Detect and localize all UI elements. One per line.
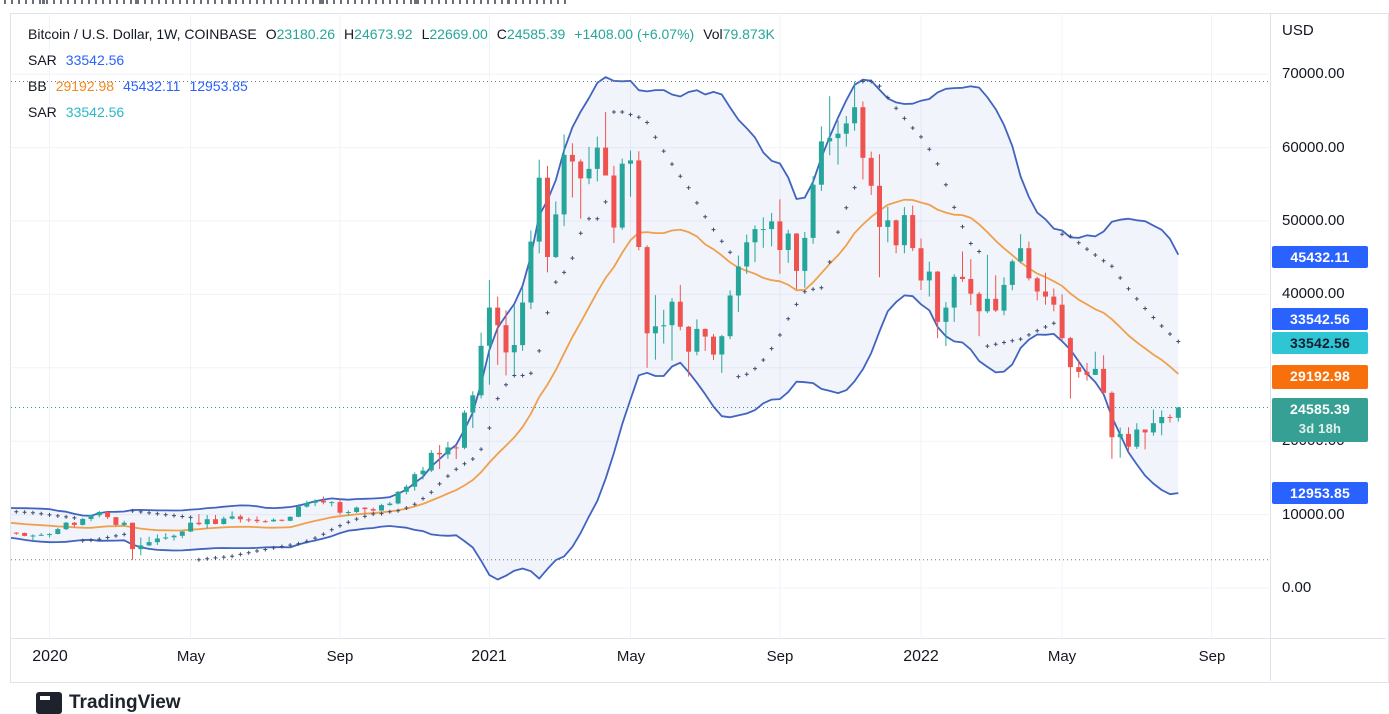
badge-value: 12953.85 [1290, 485, 1350, 501]
price-badge[interactable]: 33542.56 [1272, 332, 1368, 354]
badge-countdown: 3d 18h [1298, 421, 1342, 436]
price-tick-label: 70000.00 [1282, 65, 1345, 82]
price-badge[interactable]: 24585.39 3d 18h [1272, 398, 1368, 442]
time-axis-separator [11, 638, 1386, 639]
time-tick-label: Sep [1198, 648, 1226, 665]
price-tick-label: 60000.00 [1282, 139, 1345, 156]
indicator-name: SAR [28, 104, 57, 120]
time-tick-label: 2020 [32, 648, 68, 665]
time-tick-label: Sep [326, 648, 354, 665]
price-axis-separator [1270, 14, 1271, 681]
clipped-header-text [4, 0, 566, 4]
legend-text: 23180.26 [276, 26, 336, 42]
price-tick-label: 0.00 [1282, 579, 1312, 596]
indicator-value: 29192.98 [55, 78, 115, 94]
legend-text: 22669.00 [429, 26, 488, 42]
time-tick-label: Sep [766, 648, 794, 665]
legend-text: 79.873K [722, 26, 775, 42]
currency-label: USD [1282, 22, 1314, 39]
price-badge[interactable]: 12953.85 [1272, 482, 1368, 504]
indicator-value: 33542.56 [65, 52, 125, 68]
legend-text: Vol [703, 26, 723, 42]
chart-legend: Bitcoin / U.S. Dollar, 1W, COINBASE O2318… [28, 21, 775, 125]
price-tick-label: 10000.00 [1282, 506, 1345, 523]
indicator-name: SAR [28, 52, 57, 68]
indicator-name: BB [28, 78, 47, 94]
time-tick-label: 2022 [903, 648, 939, 665]
badge-value: 33542.56 [1290, 311, 1350, 327]
legend-text: C [496, 26, 507, 42]
tradingview-logo-text: TradingView [69, 692, 181, 713]
indicator-value: 12953.85 [189, 78, 248, 94]
time-tick-label: May [176, 648, 206, 665]
legend-text: 24673.92 [354, 26, 413, 42]
price-badge[interactable]: 29192.98 [1272, 365, 1368, 389]
tradingview-logo[interactable]: TradingView [36, 692, 181, 714]
legend-indicator-row[interactable]: BB 29192.98 45432.11 12953.85 [28, 73, 775, 99]
price-badge[interactable]: 33542.56 [1272, 308, 1368, 330]
indicator-value: 33542.56 [65, 104, 125, 120]
price-tick-label: 50000.00 [1282, 212, 1345, 229]
price-badge[interactable]: 45432.11 [1272, 246, 1368, 268]
legend-text: H [344, 26, 355, 42]
indicator-value: 45432.11 [123, 78, 181, 94]
time-tick-label: 2021 [471, 648, 507, 665]
legend-text: 24585.39 [506, 26, 566, 42]
time-tick-label: May [616, 648, 646, 665]
tradingview-logo-icon [36, 692, 62, 714]
badge-value: 33542.56 [1290, 335, 1350, 351]
symbol-title-row[interactable]: Bitcoin / U.S. Dollar, 1W, COINBASE O2318… [28, 21, 775, 47]
badge-value: 45432.11 [1290, 249, 1350, 265]
legend-text: Bitcoin / U.S. Dollar, 1W, COINBASE [28, 26, 257, 42]
legend-text: O [265, 26, 277, 42]
legend-text: L [421, 26, 430, 42]
legend-indicator-row[interactable]: SAR 33542.56 [28, 47, 775, 73]
legend-indicator-row[interactable]: SAR 33542.56 [28, 99, 775, 125]
time-tick-label: May [1047, 648, 1077, 665]
price-tick-label: 40000.00 [1282, 285, 1345, 302]
badge-value: 24585.39 [1290, 401, 1350, 417]
legend-text: +1408.00 (+6.07%) [574, 26, 695, 42]
badge-value: 29192.98 [1290, 368, 1350, 384]
